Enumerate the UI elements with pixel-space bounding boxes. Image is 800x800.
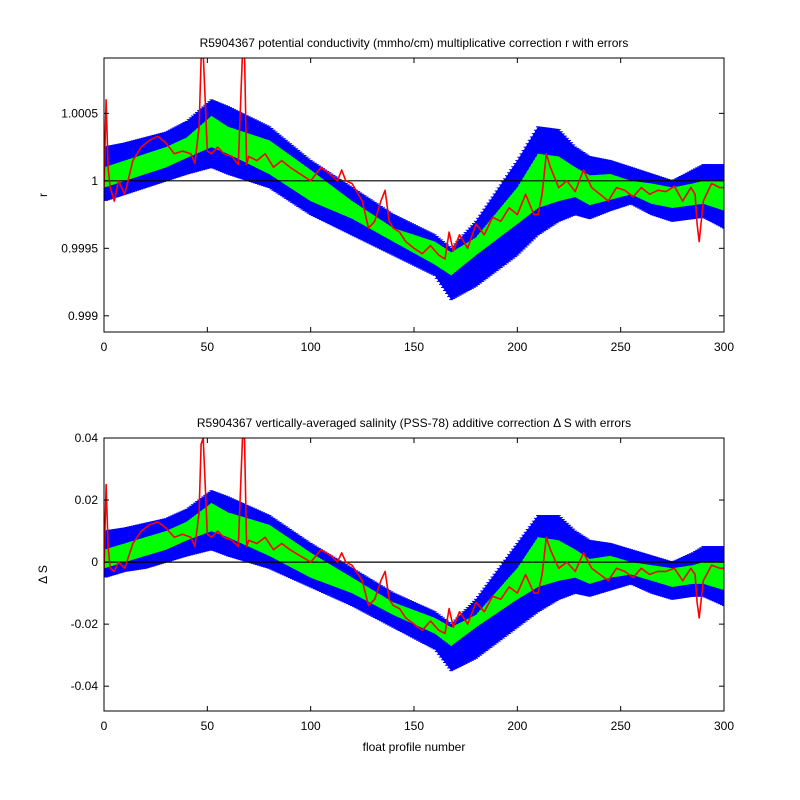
x-tick-label: 300 [714,340,734,354]
y-tick-label: 1 [91,174,98,188]
x-tick-label: 250 [611,340,631,354]
panel-2: 0 50 100 150 200 250 300 -0.04 -0.02 0 0.02 0.04 R59… [36,416,734,754]
x-axis-label: float profile number [363,740,466,754]
error-band-inner-band [104,503,724,646]
chart-title: R5904367 potential conductivity (mmho/cm… [200,36,629,50]
x-tick-label: 100 [301,340,321,354]
x-tick-label: 250 [611,719,631,733]
x-tick-label: 50 [201,719,215,733]
correction-series-line [104,438,724,635]
y-tick-label: -0.04 [71,679,99,693]
x-tick-label: 200 [507,340,527,354]
x-tick-label: 300 [714,719,734,733]
y-tick-label: -0.02 [71,617,99,631]
correction-series-line [104,58,724,260]
y-tick-label: 0 [91,555,98,569]
panels: 0 50 100 150 200 250 300 0.999 0.9995 1 1.0005 R590… [36,36,734,754]
y-tick-label: 0.999 [68,309,98,323]
y-tick-label: 0.9995 [61,241,98,255]
plot-area [104,438,724,672]
x-tick-label: 100 [301,719,321,733]
x-tick-label: 200 [507,719,527,733]
y-axis-label: r [36,193,50,197]
x-tick-label: 50 [201,340,215,354]
y-tick-label: 0.04 [75,431,99,445]
x-tick-label: 150 [404,340,424,354]
y-tick-label: 0.02 [75,493,99,507]
x-tick-label: 0 [101,719,108,733]
y-axis-label: Δ S [36,565,50,584]
x-tick-label: 150 [404,719,424,733]
panel-1: 0 50 100 150 200 250 300 0.999 0.9995 1 1.0005 R590… [36,36,734,354]
x-tick-label: 0 [101,340,108,354]
chart-title: R5904367 vertically-averaged salinity (P… [197,416,631,430]
plot-area [104,58,724,301]
y-tick-label: 1.0005 [61,106,98,120]
error-band-inner-band [104,116,724,276]
